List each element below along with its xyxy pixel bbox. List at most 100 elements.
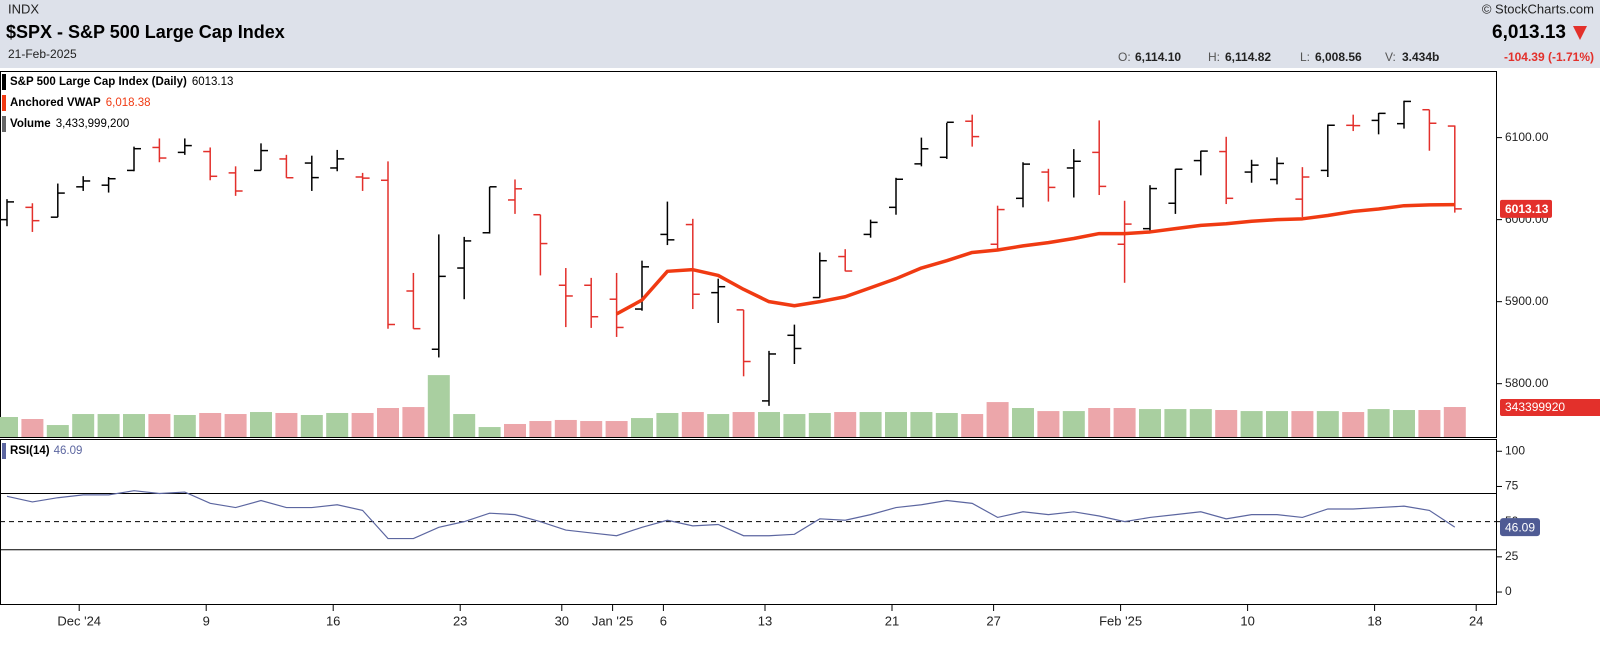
x-tick-label: 21 <box>885 613 899 628</box>
volume-bar <box>783 414 806 437</box>
volume-bar <box>1113 408 1136 437</box>
legend-swatch <box>2 443 6 459</box>
legend-value: 46.09 <box>54 445 83 457</box>
rsi-marker <box>1500 518 1540 537</box>
volume-bar <box>173 414 196 437</box>
volume-bar <box>859 412 882 437</box>
x-tick-label: 18 <box>1367 613 1381 628</box>
header-band <box>0 0 1600 68</box>
volume-bar <box>1342 412 1365 437</box>
ohlc-value: 3.434b <box>1402 50 1439 64</box>
volume-bar <box>656 412 679 437</box>
volume-bar <box>478 427 501 437</box>
title: $SPX - S&P 500 Large Cap Index <box>6 22 285 42</box>
y-tick-label: 75 <box>1505 479 1519 493</box>
x-tick-label: 9 <box>203 613 210 628</box>
y-tick-label: 5900.00 <box>1505 294 1549 308</box>
volume-bar <box>21 419 44 437</box>
volume-bar <box>1393 410 1415 437</box>
volume-bar <box>758 412 780 437</box>
ohlc-label: H: <box>1208 50 1220 64</box>
volume-bar <box>326 412 349 437</box>
ohlc-value: 6,008.56 <box>1315 50 1362 64</box>
volume-bar <box>1291 411 1314 437</box>
volume-bar <box>935 412 958 437</box>
x-tick-label: 10 <box>1240 613 1254 628</box>
price-marker-label: 6013.13 <box>1505 202 1549 216</box>
volume-bar <box>1215 410 1238 437</box>
volume-bar <box>1240 411 1263 437</box>
ohlc-value: 6,114.82 <box>1225 50 1271 64</box>
x-tick-label: 27 <box>986 613 1000 628</box>
volume-bar <box>732 412 755 437</box>
y-tick-label: 100 <box>1505 443 1525 457</box>
volume-bar <box>1443 407 1466 437</box>
volume-bar <box>504 423 526 437</box>
volume-bar <box>427 375 450 437</box>
legend-swatch <box>2 95 6 111</box>
x-tick-label: 23 <box>453 613 467 628</box>
volume-bar <box>834 412 857 437</box>
volume-bar <box>554 419 577 437</box>
volume-bar <box>707 414 730 437</box>
volume-bar <box>224 414 247 437</box>
volume-bar <box>250 412 272 437</box>
volume-bar <box>808 412 831 437</box>
legend-label: Anchored VWAP <box>10 97 101 109</box>
rsi-line <box>6 490 1456 540</box>
legend-label: RSI(14) <box>10 445 50 457</box>
volume-bar <box>1139 409 1161 437</box>
volume-bar <box>1164 409 1187 437</box>
rsi-marker-label: 46.09 <box>1505 520 1535 534</box>
legend-value: 3,433,999,200 <box>56 118 130 130</box>
legend-value: 6,018.38 <box>106 97 151 109</box>
volume-bar <box>1037 411 1060 437</box>
exchange: INDX <box>8 1 39 16</box>
volume-bar <box>97 414 120 437</box>
volume-bar <box>199 412 222 437</box>
volume-bar <box>529 421 552 437</box>
x-tick-label: Feb '25 <box>1099 613 1142 628</box>
legend-value: 6013.13 <box>192 76 234 88</box>
last-price: 6,013.13 <box>1492 22 1566 43</box>
volume-bar <box>0 417 18 437</box>
price-panel <box>0 71 1497 438</box>
x-tick-label: 24 <box>1469 613 1483 628</box>
volume-bar <box>300 414 323 437</box>
volume-bar <box>1266 411 1288 437</box>
x-tick-label: 6 <box>660 613 667 628</box>
volume-bar <box>1062 411 1085 437</box>
volume-bar <box>986 402 1009 437</box>
y-tick-label: 0 <box>1505 584 1512 598</box>
volume-bar <box>1012 408 1034 437</box>
x-tick-label: 30 <box>555 613 569 628</box>
volume-bar <box>72 414 95 437</box>
volume-bar <box>910 412 933 437</box>
volume-marker-label: 343399920 <box>1505 400 1565 414</box>
volume-bar <box>377 408 399 437</box>
x-tick-label: 13 <box>758 613 772 628</box>
ohlc-label: O: <box>1118 50 1131 64</box>
volume-bar <box>631 418 653 437</box>
volume-bar <box>1418 410 1441 437</box>
volume-bar <box>1189 409 1212 437</box>
change: -104.39 (-1.71%) <box>1504 50 1594 64</box>
down-arrow <box>1573 26 1587 40</box>
volume-bar <box>275 412 298 437</box>
volume-bar <box>961 414 984 437</box>
ohlc-value: 6,114.10 <box>1135 50 1181 64</box>
legend-label: Volume <box>10 118 51 130</box>
volume-bar <box>605 421 628 437</box>
volume-bar <box>453 414 476 437</box>
legend-swatch <box>2 74 6 90</box>
volume-bar <box>681 412 704 437</box>
volume-bar <box>123 414 145 437</box>
x-tick-label: Jan '25 <box>592 613 634 628</box>
volume-bar <box>1088 408 1111 437</box>
volume-bar <box>351 412 374 437</box>
y-tick-label: 6100.00 <box>1505 130 1549 144</box>
y-tick-label: 25 <box>1505 549 1519 563</box>
ohlc-label: L: <box>1300 50 1310 64</box>
